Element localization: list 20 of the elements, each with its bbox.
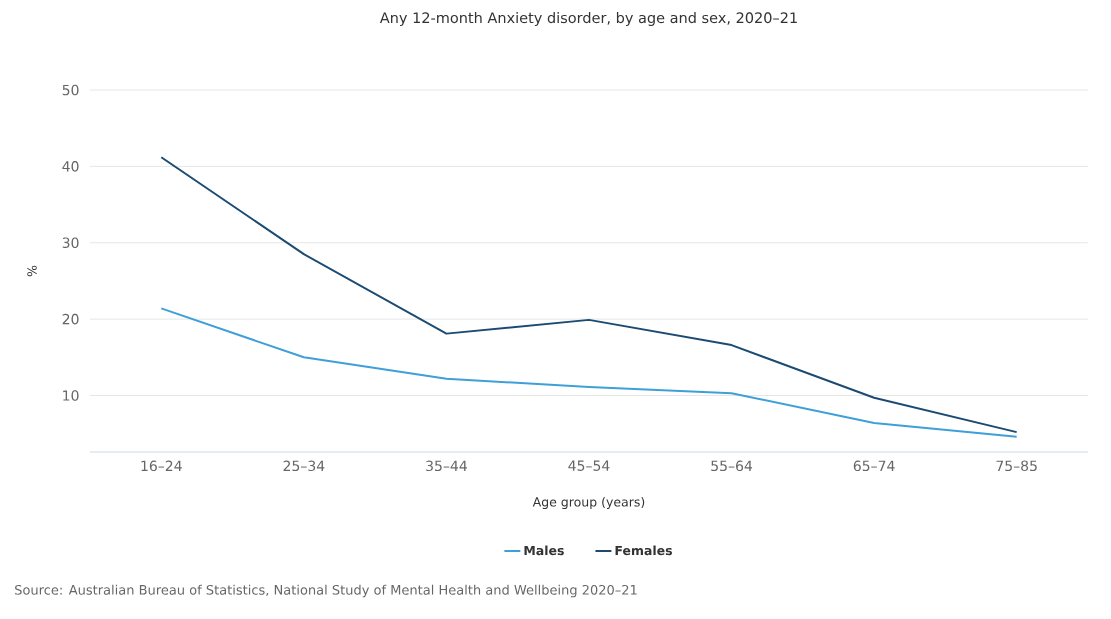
x-tick-label: 25–34 bbox=[283, 460, 325, 472]
x-tick-label: 65–74 bbox=[853, 460, 895, 472]
source-note: Source: Australian Bureau of Statistics, National Study of Mental Health and Wellbeing 2020–21 bbox=[15, 584, 637, 598]
x-tick-label: 55–64 bbox=[711, 460, 753, 472]
x-tick-label: 45–54 bbox=[568, 460, 610, 471]
x-axis-title: Age group (years) bbox=[532, 496, 645, 510]
y-tick-label: 50 bbox=[62, 84, 79, 96]
legend-label: Males bbox=[524, 545, 564, 556]
y-tick-label: 10 bbox=[63, 390, 79, 401]
x-tick-label: 75–85 bbox=[996, 460, 1037, 472]
y-tick-label: 30 bbox=[62, 237, 79, 249]
chart-title: Any 12-month Anxiety disorder, by age and sex, 2020–21 bbox=[379, 11, 797, 27]
x-tick-label: 35–44 bbox=[426, 460, 467, 472]
y-tick-label: 20 bbox=[62, 313, 79, 325]
line-series bbox=[160, 307, 1018, 438]
line-series bbox=[160, 156, 1018, 434]
x-tick-label: 16–24 bbox=[141, 460, 182, 472]
y-tick-label: 40 bbox=[62, 161, 79, 172]
y-axis-title: % bbox=[27, 265, 37, 277]
legend-label: Females bbox=[615, 545, 672, 556]
